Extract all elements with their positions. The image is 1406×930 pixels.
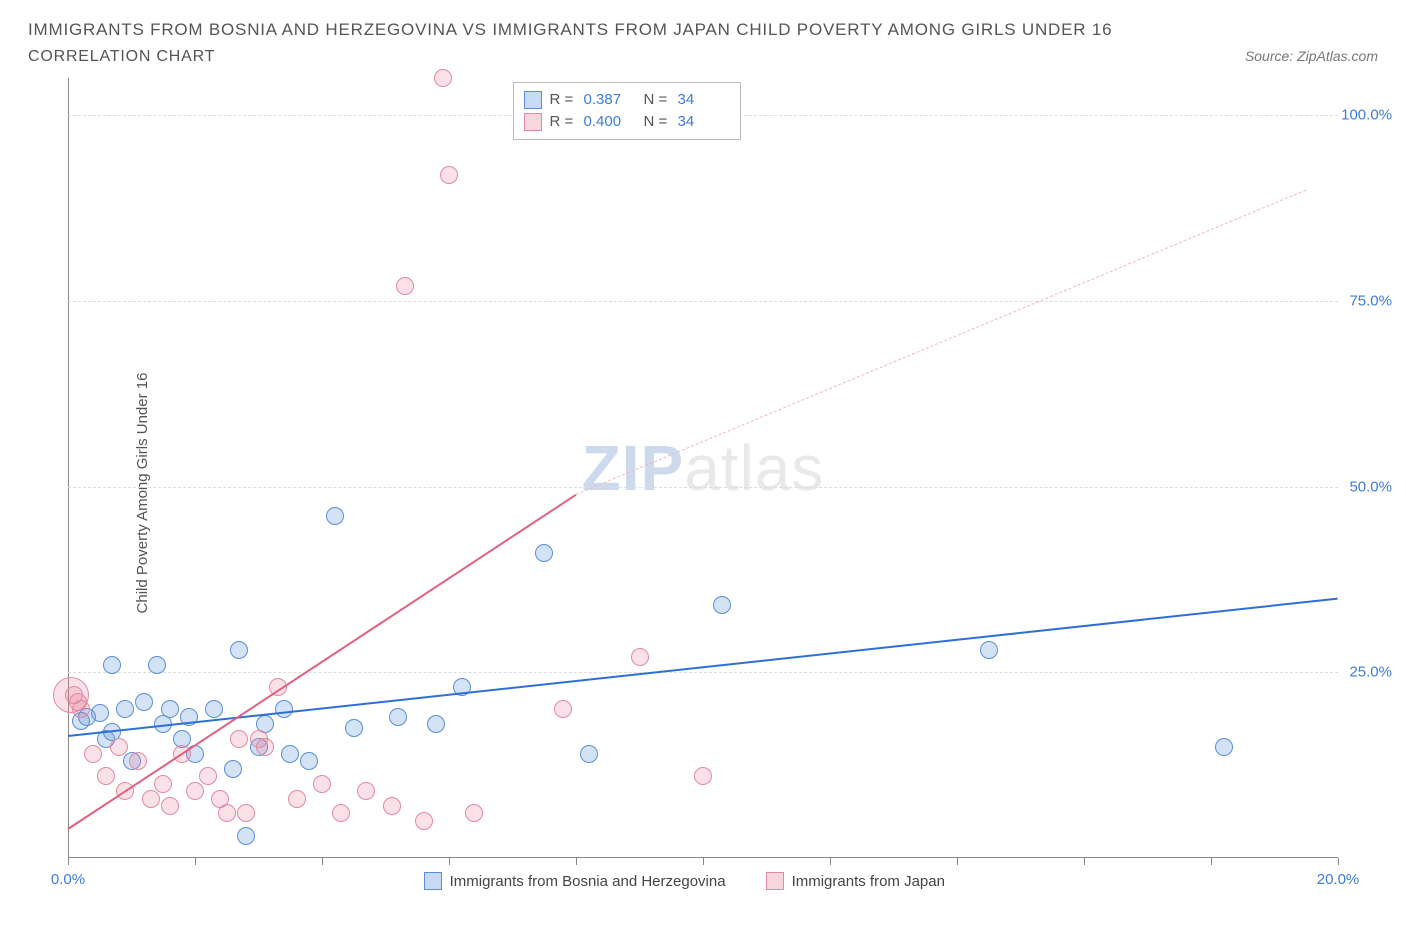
- x-tick: [68, 858, 69, 865]
- data-point: [313, 775, 331, 793]
- stat-value: 0.400: [584, 111, 636, 133]
- stat-value: 0.387: [584, 89, 636, 111]
- data-point: [148, 656, 166, 674]
- data-point: [535, 544, 553, 562]
- data-point: [357, 782, 375, 800]
- x-tick: [1084, 858, 1085, 865]
- data-point: [103, 656, 121, 674]
- data-point: [434, 69, 452, 87]
- data-point: [72, 700, 90, 718]
- x-tick: [830, 858, 831, 865]
- x-tick: [703, 858, 704, 865]
- x-tick: [576, 858, 577, 865]
- stat-label: N =: [644, 89, 670, 111]
- data-point: [142, 790, 160, 808]
- x-tick: [1338, 858, 1339, 865]
- data-point: [97, 767, 115, 785]
- data-point: [237, 827, 255, 845]
- data-point: [84, 745, 102, 763]
- data-point: [300, 752, 318, 770]
- page-title: IMMIGRANTS FROM BOSNIA AND HERZEGOVINA V…: [28, 20, 1378, 40]
- data-point: [224, 760, 242, 778]
- legend-swatch: [424, 872, 442, 890]
- legend-item: Immigrants from Japan: [766, 872, 945, 890]
- data-point: [465, 804, 483, 822]
- data-point: [218, 804, 236, 822]
- legend-swatch: [766, 872, 784, 890]
- data-point: [199, 767, 217, 785]
- data-point: [135, 693, 153, 711]
- x-axis-label: 20.0%: [1317, 871, 1360, 888]
- data-point: [275, 700, 293, 718]
- data-point: [332, 804, 350, 822]
- series-legend: Immigrants from Bosnia and Herzegovina Im…: [424, 872, 945, 890]
- stat-value: 34: [678, 111, 730, 133]
- data-point: [91, 704, 109, 722]
- data-point: [186, 782, 204, 800]
- watermark: ZIPatlas: [582, 431, 825, 505]
- gridline: [68, 301, 1338, 302]
- gridline: [68, 672, 1338, 673]
- x-tick: [957, 858, 958, 865]
- data-point: [427, 715, 445, 733]
- data-point: [415, 812, 433, 830]
- data-point: [205, 700, 223, 718]
- data-point: [389, 708, 407, 726]
- data-point: [161, 700, 179, 718]
- legend-item: Immigrants from Bosnia and Herzegovina: [424, 872, 726, 890]
- chart-wrap: Child Poverty Among Girls Under 16 ZIPat…: [28, 78, 1378, 908]
- data-point: [154, 775, 172, 793]
- stat-label: N =: [644, 111, 670, 133]
- data-point: [116, 700, 134, 718]
- chart-subtitle: CORRELATION CHART: [28, 48, 215, 66]
- data-point: [237, 804, 255, 822]
- data-point: [1215, 738, 1233, 756]
- legend-label: Immigrants from Japan: [792, 873, 945, 890]
- data-point: [326, 507, 344, 525]
- scatter-plot: ZIPatlas 25.0%50.0%75.0%100.0%0.0%20.0%R…: [68, 78, 1338, 858]
- data-point: [161, 797, 179, 815]
- data-point: [230, 641, 248, 659]
- data-point: [694, 767, 712, 785]
- legend-row: R = 0.387 N = 34: [524, 89, 730, 111]
- y-tick-label: 50.0%: [1349, 478, 1392, 495]
- data-point: [383, 797, 401, 815]
- data-point: [110, 738, 128, 756]
- legend-swatch: [524, 113, 542, 131]
- x-tick: [449, 858, 450, 865]
- gridline: [68, 487, 1338, 488]
- data-point: [554, 700, 572, 718]
- legend-swatch: [524, 91, 542, 109]
- trend-line: [576, 189, 1307, 494]
- data-point: [631, 648, 649, 666]
- y-tick-label: 25.0%: [1349, 664, 1392, 681]
- data-point: [288, 790, 306, 808]
- data-point: [256, 738, 274, 756]
- data-point: [230, 730, 248, 748]
- correlation-legend: R = 0.387 N = 34 R = 0.400 N = 34: [513, 82, 741, 140]
- y-tick-label: 100.0%: [1341, 107, 1392, 124]
- data-point: [281, 745, 299, 763]
- x-tick: [1211, 858, 1212, 865]
- y-tick-label: 75.0%: [1349, 292, 1392, 309]
- data-point: [396, 277, 414, 295]
- x-axis-label: 0.0%: [51, 871, 85, 888]
- source-credit: Source: ZipAtlas.com: [1245, 48, 1378, 64]
- subtitle-row: CORRELATION CHART Source: ZipAtlas.com: [28, 48, 1378, 66]
- data-point: [345, 719, 363, 737]
- legend-label: Immigrants from Bosnia and Herzegovina: [450, 873, 726, 890]
- stat-label: R =: [550, 111, 576, 133]
- data-point: [580, 745, 598, 763]
- data-point: [129, 752, 147, 770]
- x-tick: [322, 858, 323, 865]
- stat-value: 34: [678, 89, 730, 111]
- data-point: [440, 166, 458, 184]
- data-point: [713, 596, 731, 614]
- x-tick: [195, 858, 196, 865]
- legend-row: R = 0.400 N = 34: [524, 111, 730, 133]
- data-point: [980, 641, 998, 659]
- y-axis: [68, 78, 69, 858]
- stat-label: R =: [550, 89, 576, 111]
